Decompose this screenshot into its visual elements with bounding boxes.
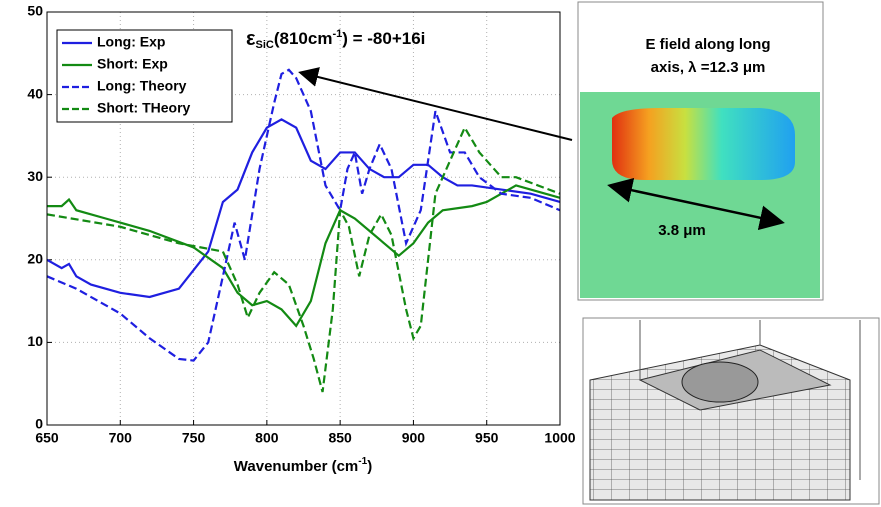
annotation-part: SiC <box>256 39 274 51</box>
legend-label: Short: Exp <box>97 56 168 72</box>
x-label-part: -1 <box>358 456 367 467</box>
x-label-part: Wavenumber (cm <box>234 458 358 475</box>
x-tick-label: 900 <box>402 430 426 446</box>
x-tick-label: 950 <box>475 430 499 446</box>
x-axis-label: Wavenumber (cm-1) <box>234 456 372 475</box>
x-tick-label: 1000 <box>544 430 575 446</box>
x-tick-label: 850 <box>328 430 352 446</box>
y-tick-label: 50 <box>27 3 43 19</box>
field-inset: E field along long axis, λ =12.3 μm 3.8 … <box>577 1 824 301</box>
data-line <box>47 184 561 328</box>
data-line <box>46 118 561 299</box>
annotation-part: ε <box>246 28 256 50</box>
mesh-inset <box>582 317 880 505</box>
annotation-part: ) = -80+16i <box>342 29 425 48</box>
legend-label: Long: Theory <box>97 78 187 94</box>
y-tick-label: 40 <box>27 85 43 101</box>
legend: Long: Exp Short: Exp Long: Theory Short: TH… <box>56 29 233 123</box>
y-tick-label: 0 <box>35 416 43 432</box>
y-tick-label: 20 <box>27 251 43 267</box>
legend-box <box>56 29 233 123</box>
x-tick-label: 650 <box>35 430 59 446</box>
scale-label: 3.8 μm <box>658 222 706 239</box>
x-tick-label: 700 <box>109 430 133 446</box>
plot: 0 10 20 30 40 50 650 700 750 800 850 900 950 1000 Long… <box>27 3 575 446</box>
annotation-part: -1 <box>332 28 342 40</box>
legend-label: Long: Exp <box>97 34 165 50</box>
annotation-part: (810cm <box>274 29 333 48</box>
data-line <box>46 125 561 393</box>
x-tick-label: 800 <box>255 430 279 446</box>
x-tick-label: 750 <box>182 430 206 446</box>
plot-frame <box>46 11 561 426</box>
legend-label: Short: THeory <box>97 100 191 116</box>
inset-title: axis, λ =12.3 μm <box>651 59 766 76</box>
data-line <box>46 68 561 362</box>
y-tick-label: 10 <box>27 333 43 349</box>
x-label-part: ) <box>367 458 372 475</box>
inset-title: E field along long <box>646 36 771 53</box>
y-tick-label: 30 <box>27 168 43 184</box>
annotation: εSiC(810cm-1) = -80+16i <box>246 28 425 51</box>
